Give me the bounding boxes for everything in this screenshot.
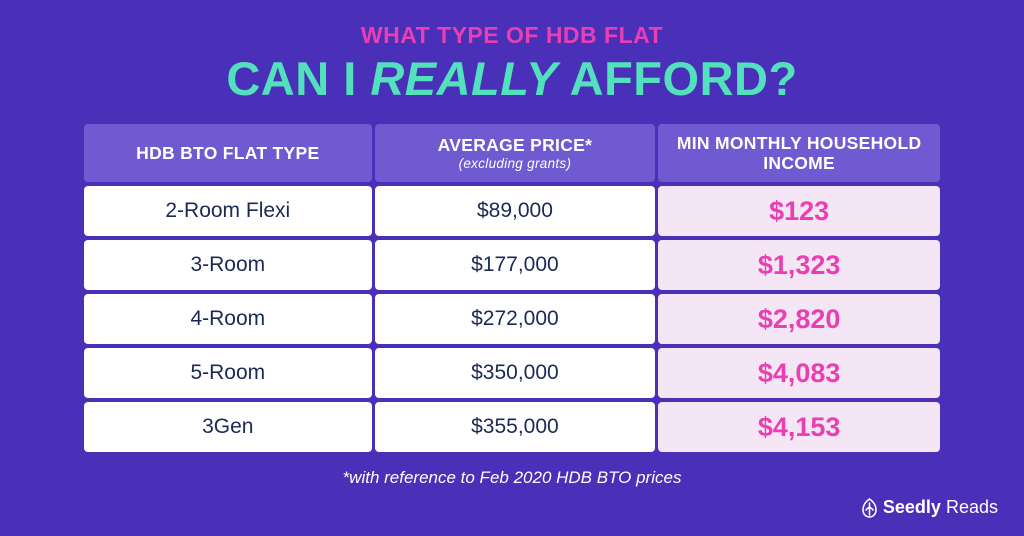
title-post: AFFORD? <box>558 52 798 105</box>
cell-avg-price: $355,000 <box>375 402 656 452</box>
infographic-root: WHAT TYPE OF HDB FLAT CAN I REALLY AFFOR… <box>0 0 1024 536</box>
col-header-sublabel: (excluding grants) <box>375 156 656 172</box>
table-row: 3-Room $177,000 $1,323 <box>84 240 940 290</box>
table-row: 4-Room $272,000 $2,820 <box>84 294 940 344</box>
cell-avg-price: $350,000 <box>375 348 656 398</box>
cell-flat-type: 5-Room <box>84 348 372 398</box>
col-header-label: AVERAGE PRICE* <box>438 135 593 155</box>
cell-min-income: $123 <box>658 186 940 236</box>
title-emphasis: REALLY <box>370 52 558 105</box>
table-row: 5-Room $350,000 $4,083 <box>84 348 940 398</box>
table-row: 2-Room Flexi $89,000 $123 <box>84 186 940 236</box>
cell-flat-type: 3-Room <box>84 240 372 290</box>
cell-flat-type: 2-Room Flexi <box>84 186 372 236</box>
title-line-1: WHAT TYPE OF HDB FLAT <box>361 22 663 49</box>
col-header-min-income: MIN MONTHLY HOUSEHOLD INCOME <box>658 124 940 182</box>
cell-min-income: $2,820 <box>658 294 940 344</box>
cell-min-income: $1,323 <box>658 240 940 290</box>
col-header-flat-type: HDB BTO FLAT TYPE <box>84 124 372 182</box>
table-header-row: HDB BTO FLAT TYPE AVERAGE PRICE* (exclud… <box>84 124 940 182</box>
col-header-avg-price: AVERAGE PRICE* (excluding grants) <box>375 124 656 182</box>
affordability-table: HDB BTO FLAT TYPE AVERAGE PRICE* (exclud… <box>81 120 943 456</box>
title-pre: CAN I <box>226 52 370 105</box>
cell-avg-price: $89,000 <box>375 186 656 236</box>
brand-text: Seedly Reads <box>883 497 998 518</box>
cell-min-income: $4,083 <box>658 348 940 398</box>
cell-flat-type: 4-Room <box>84 294 372 344</box>
table-row: 3Gen $355,000 $4,153 <box>84 402 940 452</box>
cell-min-income: $4,153 <box>658 402 940 452</box>
brand-name-rest: Reads <box>946 497 998 517</box>
brand-name-bold: Seedly <box>883 497 941 517</box>
seedly-logo-icon <box>861 498 878 518</box>
brand-badge: Seedly Reads <box>861 497 998 518</box>
cell-avg-price: $272,000 <box>375 294 656 344</box>
title-line-2: CAN I REALLY AFFORD? <box>226 51 797 106</box>
cell-avg-price: $177,000 <box>375 240 656 290</box>
footnote: *with reference to Feb 2020 HDB BTO pric… <box>343 468 682 488</box>
col-header-label: MIN MONTHLY HOUSEHOLD INCOME <box>677 133 922 173</box>
cell-flat-type: 3Gen <box>84 402 372 452</box>
col-header-label: HDB BTO FLAT TYPE <box>136 143 319 163</box>
